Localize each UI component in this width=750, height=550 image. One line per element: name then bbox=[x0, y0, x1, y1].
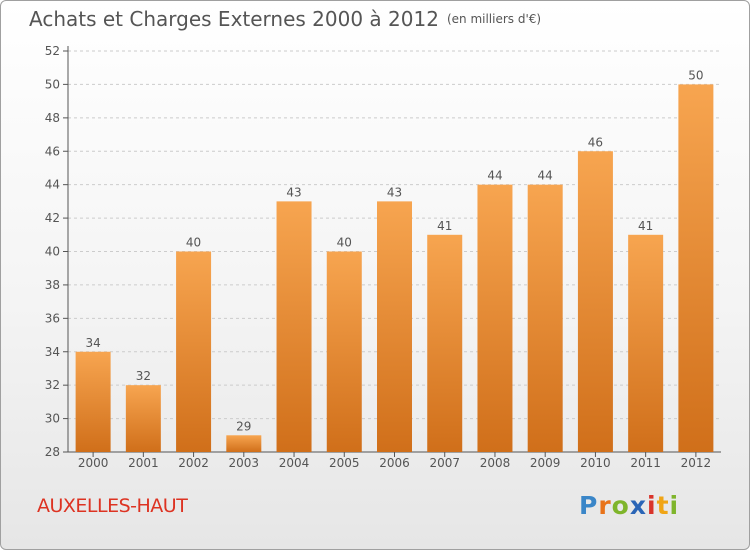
bar bbox=[577, 151, 613, 452]
x-tick-label: 2012 bbox=[681, 456, 712, 470]
bar-value-label: 41 bbox=[437, 219, 452, 233]
bar-value-label: 29 bbox=[236, 419, 251, 433]
x-tick-label: 2007 bbox=[429, 456, 460, 470]
bar bbox=[477, 184, 513, 452]
bar bbox=[678, 84, 714, 453]
y-tick-label: 32 bbox=[45, 378, 60, 392]
bar-value-label: 43 bbox=[387, 185, 402, 199]
bar-value-label: 40 bbox=[186, 236, 201, 250]
chart-unit: (en milliers d'€) bbox=[446, 12, 542, 26]
x-tick-label: 2010 bbox=[580, 456, 611, 470]
bar bbox=[75, 351, 111, 452]
x-tick-label: 2003 bbox=[229, 456, 260, 470]
x-tick-label: 2001 bbox=[128, 456, 159, 470]
x-tick-label: 2000 bbox=[78, 456, 109, 470]
bar bbox=[276, 201, 312, 452]
proxiti-logo[interactable]: Proxiti bbox=[579, 491, 680, 520]
x-tick-label: 2006 bbox=[379, 456, 410, 470]
bar-value-label: 41 bbox=[638, 219, 653, 233]
y-tick-label: 30 bbox=[45, 412, 60, 426]
bar-value-label: 40 bbox=[337, 236, 352, 250]
x-tick-label: 2009 bbox=[530, 456, 561, 470]
y-tick-label: 40 bbox=[45, 245, 60, 259]
chart-title-text: Achats et Charges Externes 2000 à 2012 bbox=[29, 7, 439, 31]
bar-value-label: 32 bbox=[136, 369, 151, 383]
bar bbox=[377, 201, 412, 452]
x-tick-label: 2011 bbox=[630, 456, 661, 470]
bar-value-label: 34 bbox=[85, 336, 100, 350]
bar bbox=[176, 251, 212, 452]
x-tick-label: 2002 bbox=[178, 456, 209, 470]
bar-value-label: 44 bbox=[538, 169, 553, 183]
bar bbox=[628, 234, 664, 452]
y-tick-label: 52 bbox=[45, 44, 60, 58]
y-tick-label: 28 bbox=[45, 445, 60, 459]
y-tick-label: 50 bbox=[45, 77, 60, 91]
y-tick-label: 48 bbox=[45, 111, 60, 125]
y-tick-label: 34 bbox=[45, 345, 60, 359]
x-tick-label: 2008 bbox=[480, 456, 511, 470]
y-tick-label: 46 bbox=[45, 144, 60, 158]
bar bbox=[427, 234, 463, 452]
bar-value-label: 44 bbox=[487, 169, 502, 183]
y-tick-label: 36 bbox=[45, 311, 60, 325]
x-tick-label: 2004 bbox=[279, 456, 310, 470]
y-tick-label: 44 bbox=[45, 178, 60, 192]
bar-value-label: 46 bbox=[588, 135, 603, 149]
bar bbox=[226, 435, 262, 452]
commune-name: AUXELLES-HAUT bbox=[37, 495, 188, 517]
bar-value-label: 43 bbox=[286, 185, 301, 199]
y-tick-label: 38 bbox=[45, 278, 60, 292]
bar bbox=[527, 184, 563, 452]
bar-value-label: 50 bbox=[688, 68, 703, 82]
bar bbox=[125, 385, 161, 452]
x-tick-label: 2005 bbox=[329, 456, 360, 470]
chart-title: Achats et Charges Externes 2000 à 2012 (e… bbox=[29, 7, 541, 31]
bar bbox=[326, 251, 362, 452]
y-tick-label: 42 bbox=[45, 211, 60, 225]
